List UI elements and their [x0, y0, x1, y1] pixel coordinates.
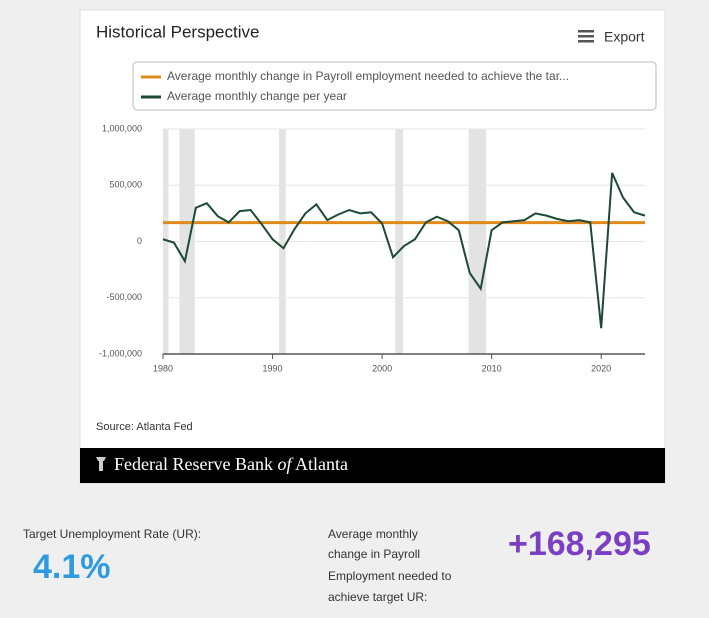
export-button[interactable]: Export — [578, 29, 645, 45]
menu-icon — [578, 30, 594, 33]
y-tick-label: 500,000 — [109, 180, 142, 190]
footer-part: of — [277, 454, 294, 474]
footer-text: Federal Reserve Bank of Atlanta — [114, 454, 348, 474]
y-tick-label: 1,000,000 — [102, 123, 142, 133]
y-tick-label: -1,000,000 — [99, 348, 142, 358]
y-tick-label: 0 — [137, 236, 142, 246]
change-value: +168,295 — [508, 525, 651, 563]
menu-icon — [578, 40, 594, 43]
chart-title: Historical Perspective — [96, 22, 259, 41]
x-tick-label: 2010 — [482, 363, 502, 373]
change-label: achieve target UR: — [328, 590, 427, 604]
legend-box — [132, 61, 657, 111]
legend-label: Average monthly change in Payroll employ… — [167, 69, 569, 83]
y-tick-label: -500,000 — [106, 292, 142, 302]
x-tick-label: 1990 — [263, 363, 283, 373]
menu-icon — [578, 35, 594, 38]
x-tick-label: 2000 — [372, 363, 392, 373]
change-label: Average monthly — [328, 527, 418, 541]
footer-part: Atlanta — [295, 454, 348, 474]
footer-bar — [80, 448, 665, 483]
series-line — [162, 172, 646, 329]
source: Source: Atlanta Fed — [96, 421, 193, 433]
export-label[interactable]: Export — [604, 29, 645, 45]
fed-icon — [96, 457, 106, 471]
target-label: Target Unemployment Rate (UR): — [23, 527, 201, 541]
x-tick-label: 1980 — [153, 363, 173, 373]
change-label: Employment needed to — [328, 569, 452, 583]
target-value: 4.1% — [33, 548, 111, 586]
change-label: change in Payroll — [328, 547, 420, 561]
footer-part: Federal Reserve Bank — [114, 454, 273, 474]
x-tick-label: 2020 — [591, 363, 611, 373]
legend-label: Average monthly change per year — [167, 89, 347, 103]
